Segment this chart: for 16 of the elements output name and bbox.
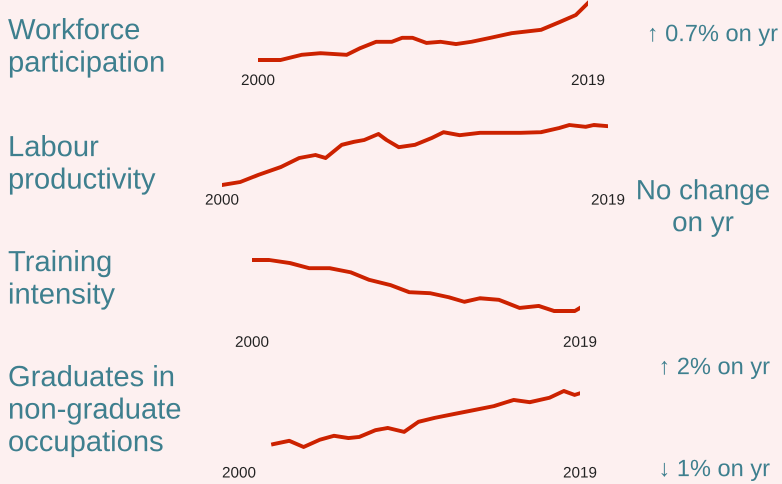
chart-title: Graduates in non-graduate occupations (9, 365, 180, 458)
x-tick-label: 2000 (236, 336, 268, 347)
x-tick-label: 2019 (572, 74, 604, 86)
text: Labour productivity (10, 135, 156, 195)
text: ↓ 1% on yr (662, 460, 770, 482)
chart-title: Training intensity (8, 250, 115, 310)
x-tick-label: 2000 (206, 194, 238, 205)
text: ↑ 0.7% on yr (650, 24, 778, 46)
text: ↑ 2% on yr (662, 358, 770, 380)
x-tick-label: 2019 (564, 466, 596, 478)
text: No change on yr (638, 179, 769, 237)
text: Workforce participation (8, 18, 164, 78)
x-tick-label: 2000 (242, 74, 274, 86)
x-tick-label: 2000 (222, 466, 256, 478)
x-tick-label: 2019 (592, 194, 624, 205)
x-tick-label: 2019 (564, 336, 596, 347)
